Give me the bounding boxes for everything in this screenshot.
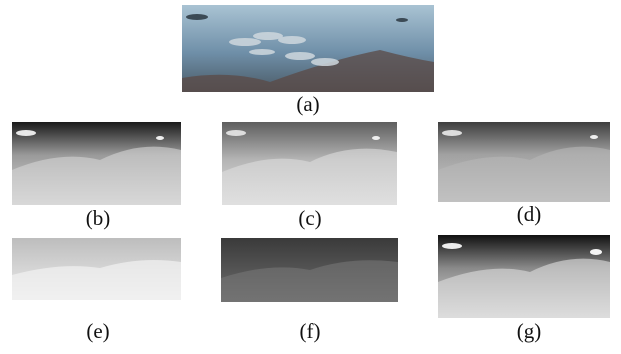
page: {"panels": [{"label": "(a)"}, {"label": … [0,0,621,354]
image-d [438,122,610,202]
figure: (a) (b) (c) (d) (e) (f) (g) [0,0,621,354]
panel-label: (a) [296,92,319,116]
image-a [182,5,434,92]
panel-label: (e) [86,319,109,343]
image-c [222,122,397,205]
image-b [12,122,181,205]
image-g [438,235,610,318]
image-e [12,238,181,300]
panel-label: (b) [86,206,111,230]
panel-label: (c) [298,206,321,230]
panel-label: (d) [517,202,542,226]
panel-label: (f) [300,319,321,343]
panel-label: (g) [517,319,542,343]
image-f [221,238,398,302]
